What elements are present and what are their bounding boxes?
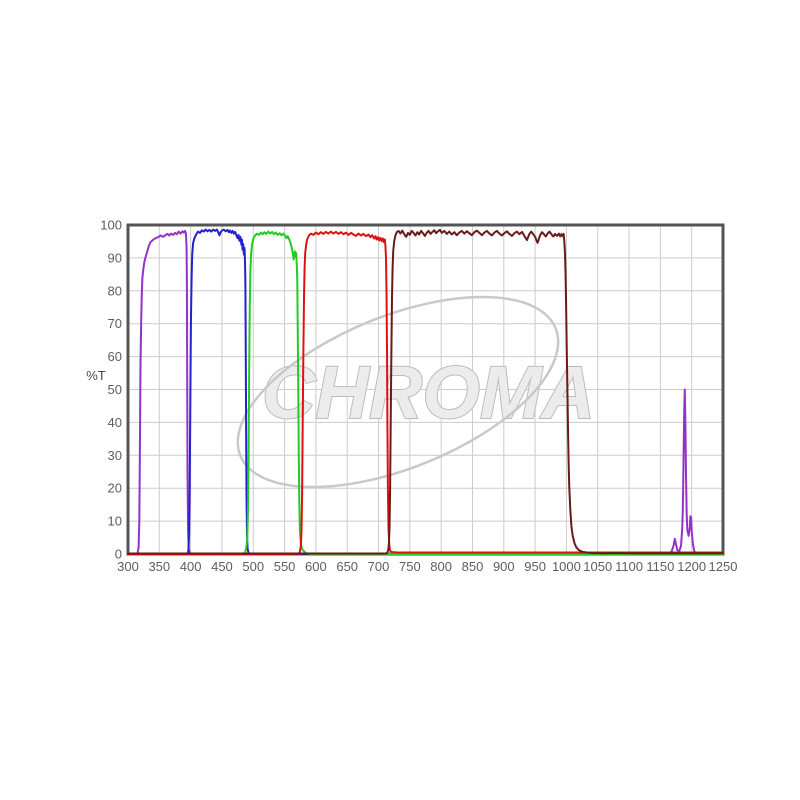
y-tick-label: 80 — [108, 283, 122, 298]
x-tick-label: 900 — [493, 559, 515, 574]
chroma-watermark-text: CHROMA — [262, 351, 595, 434]
curve-nir-filter — [127, 228, 724, 555]
curve-blue-filter — [127, 228, 724, 555]
x-tick-label: 1250 — [709, 559, 738, 574]
y-tick-label: 10 — [108, 514, 122, 529]
y-axis-title: %T — [86, 368, 106, 383]
y-tick-label: 0 — [115, 547, 122, 562]
chroma-watermark-swoosh-ellipse-icon — [236, 295, 560, 489]
y-tick-label: 20 — [108, 481, 122, 496]
x-tick-label: 550 — [274, 559, 296, 574]
x-tick-label: 500 — [242, 559, 264, 574]
x-tick-label: 300 — [117, 559, 139, 574]
x-tick-label: 1100 — [615, 559, 643, 574]
x-tick-label: 700 — [368, 559, 390, 574]
x-tick-label: 800 — [430, 559, 452, 574]
x-tick-label: 1050 — [583, 559, 612, 574]
x-tick-label: 450 — [211, 559, 233, 574]
y-tick-label: 100 — [100, 218, 122, 233]
chroma-watermark: CHROMA — [236, 295, 596, 489]
filter-curves-layer — [127, 228, 724, 555]
x-tick-label: 1000 — [552, 559, 581, 574]
x-tick-label: 750 — [399, 559, 421, 574]
curve-violet-filter — [127, 229, 724, 555]
x-tick-label: 400 — [180, 559, 202, 574]
x-tick-label: 950 — [524, 559, 546, 574]
x-tick-label: 850 — [462, 559, 484, 574]
x-tick-label: 650 — [336, 559, 358, 574]
x-tick-label: 1150 — [646, 559, 674, 574]
x-tick-label: 600 — [305, 559, 327, 574]
y-tick-label: 30 — [108, 448, 122, 463]
tick-labels-layer: 300 350 400 450 500 550 600 650 700 750 800 850 900 9… — [100, 218, 737, 575]
x-tick-label: 1200 — [677, 559, 706, 574]
curve-green-filter — [127, 230, 724, 555]
curve-red-filter — [127, 230, 724, 555]
y-tick-label: 70 — [108, 316, 122, 331]
y-tick-label: 90 — [108, 250, 122, 265]
y-tick-label: 40 — [108, 415, 122, 430]
y-tick-label: 50 — [108, 382, 122, 397]
x-tick-label: 350 — [148, 559, 170, 574]
y-tick-label: 60 — [108, 349, 122, 364]
